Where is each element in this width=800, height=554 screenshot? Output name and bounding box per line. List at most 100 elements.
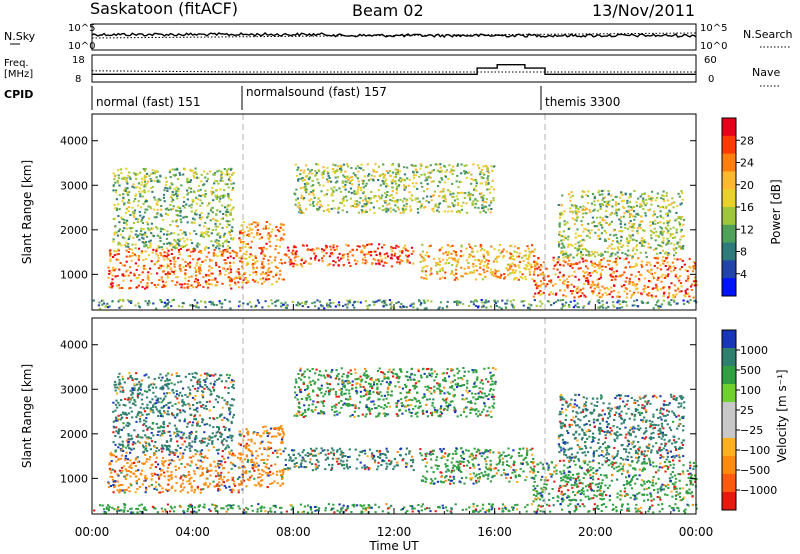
power-cell bbox=[568, 193, 571, 196]
power-cell bbox=[307, 262, 311, 265]
velocity-cell bbox=[176, 414, 179, 417]
power-cell bbox=[204, 193, 207, 195]
power-cell bbox=[550, 304, 553, 306]
power-cell bbox=[240, 257, 243, 260]
power-cell bbox=[107, 276, 110, 279]
power-cell bbox=[364, 209, 367, 212]
power-cell bbox=[643, 277, 646, 280]
power-cell bbox=[415, 182, 418, 185]
power-cell bbox=[245, 250, 248, 253]
power-cell bbox=[436, 163, 439, 166]
velocity-cell bbox=[190, 485, 193, 488]
power-cell bbox=[625, 296, 628, 299]
power-cell bbox=[225, 269, 228, 272]
power-cell bbox=[679, 230, 682, 233]
power-cell bbox=[509, 300, 512, 303]
power-cell bbox=[406, 198, 409, 201]
power-cell bbox=[144, 180, 147, 183]
power-cell bbox=[208, 275, 211, 278]
power-cell bbox=[569, 290, 572, 293]
power-cell bbox=[645, 263, 648, 266]
power-cell bbox=[438, 170, 441, 173]
power-cell bbox=[632, 247, 635, 250]
power-cell bbox=[164, 183, 168, 186]
power-cell bbox=[363, 253, 366, 256]
power-cell bbox=[599, 221, 602, 224]
power-cell bbox=[344, 188, 347, 191]
power-cell bbox=[610, 279, 614, 281]
power-cell bbox=[326, 303, 329, 306]
velocity-cell bbox=[134, 378, 137, 381]
power-cell bbox=[685, 293, 688, 295]
power-cell bbox=[199, 218, 202, 220]
power-cell bbox=[391, 186, 394, 189]
power-cell bbox=[598, 278, 601, 280]
velocity-cell bbox=[230, 422, 233, 425]
power-cell bbox=[215, 261, 218, 264]
power-cell bbox=[641, 265, 644, 268]
power-cell bbox=[583, 239, 586, 242]
power-cell bbox=[128, 227, 131, 229]
power-cell bbox=[175, 192, 178, 195]
power-cell bbox=[167, 254, 170, 257]
power-cell bbox=[416, 171, 419, 174]
power-cell bbox=[500, 273, 503, 276]
velocity-cell bbox=[170, 373, 173, 376]
power-cell bbox=[396, 171, 400, 174]
power-cell bbox=[187, 248, 190, 251]
power-cell bbox=[244, 271, 247, 274]
velocity-cell bbox=[112, 401, 115, 404]
velocity-cell bbox=[211, 440, 214, 443]
power-cell bbox=[218, 266, 221, 268]
velocity-cell bbox=[190, 445, 193, 448]
power-cell bbox=[387, 208, 390, 211]
power-cell bbox=[300, 263, 303, 266]
power-cell bbox=[441, 267, 444, 270]
power-cell bbox=[665, 241, 669, 244]
power-cell bbox=[579, 240, 582, 243]
velocity-cell bbox=[117, 446, 120, 449]
power-cell bbox=[389, 307, 393, 310]
power-cell bbox=[676, 241, 679, 244]
power-cell bbox=[181, 305, 184, 308]
power-cell bbox=[109, 260, 112, 263]
velocity-cell bbox=[218, 478, 221, 480]
power-cell bbox=[228, 176, 231, 179]
power-cell bbox=[347, 258, 350, 261]
power-cell bbox=[214, 277, 217, 280]
power-cell bbox=[613, 305, 616, 308]
power-cell bbox=[483, 261, 487, 263]
power-cell bbox=[126, 192, 129, 195]
power-cell bbox=[672, 294, 675, 297]
power-cell bbox=[666, 254, 669, 257]
power-cell bbox=[216, 209, 219, 212]
power-cell bbox=[322, 172, 325, 175]
power-cell bbox=[485, 205, 488, 208]
velocity-cell bbox=[124, 455, 127, 457]
power-cell bbox=[262, 227, 265, 230]
power-cell bbox=[438, 264, 441, 266]
power-cell bbox=[615, 208, 618, 211]
power-cell bbox=[368, 208, 372, 211]
power-cell bbox=[366, 307, 369, 310]
velocity-cell bbox=[127, 470, 131, 472]
power-cell bbox=[332, 244, 335, 247]
power-cell bbox=[126, 299, 130, 302]
power-cell bbox=[489, 211, 492, 214]
power-cell bbox=[682, 299, 685, 302]
power-cell bbox=[356, 245, 359, 248]
power-cell bbox=[665, 192, 668, 195]
power-cell bbox=[224, 173, 227, 176]
velocity-cell bbox=[239, 458, 242, 461]
power-cell bbox=[650, 269, 653, 272]
power-cell bbox=[339, 167, 342, 170]
power-cell bbox=[670, 242, 673, 245]
power-cell bbox=[479, 182, 482, 185]
power-cell bbox=[216, 281, 219, 284]
power-cell bbox=[503, 273, 506, 275]
velocity-cell bbox=[111, 468, 114, 471]
power-cell bbox=[227, 195, 230, 198]
velocity-cell bbox=[201, 437, 204, 440]
power-cell bbox=[656, 287, 659, 290]
power-cell bbox=[429, 164, 432, 167]
